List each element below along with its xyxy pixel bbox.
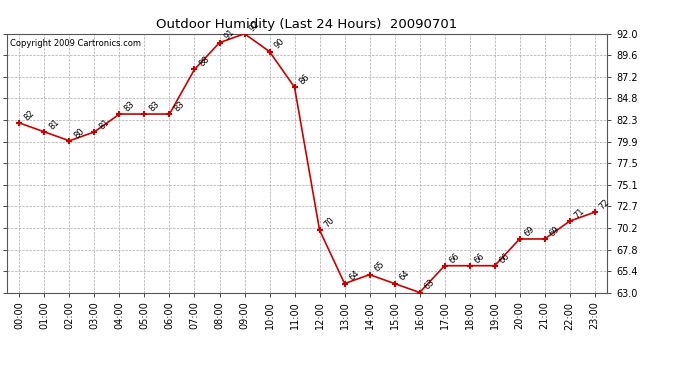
Text: 70: 70 [322, 215, 336, 229]
Text: 64: 64 [347, 269, 362, 283]
Text: 86: 86 [297, 72, 311, 87]
Text: 65: 65 [373, 260, 386, 274]
Text: 83: 83 [147, 99, 161, 113]
Text: 91: 91 [222, 28, 236, 42]
Text: 72: 72 [598, 198, 611, 211]
Text: 80: 80 [72, 126, 86, 140]
Text: 66: 66 [497, 251, 511, 265]
Text: 66: 66 [473, 251, 486, 265]
Text: 82: 82 [22, 108, 36, 122]
Text: Copyright 2009 Cartronics.com: Copyright 2009 Cartronics.com [10, 39, 141, 48]
Text: 69: 69 [547, 224, 562, 238]
Text: 92: 92 [247, 19, 261, 33]
Text: 83: 83 [122, 99, 136, 113]
Title: Outdoor Humidity (Last 24 Hours)  20090701: Outdoor Humidity (Last 24 Hours) 2009070… [157, 18, 457, 31]
Text: 69: 69 [522, 224, 536, 238]
Text: 88: 88 [197, 55, 211, 69]
Text: 83: 83 [172, 99, 186, 113]
Text: 66: 66 [447, 251, 462, 265]
Text: 90: 90 [273, 37, 286, 51]
Text: 63: 63 [422, 278, 436, 292]
Text: 81: 81 [47, 117, 61, 131]
Text: 71: 71 [573, 207, 586, 220]
Text: 64: 64 [397, 269, 411, 283]
Text: 81: 81 [97, 117, 111, 131]
